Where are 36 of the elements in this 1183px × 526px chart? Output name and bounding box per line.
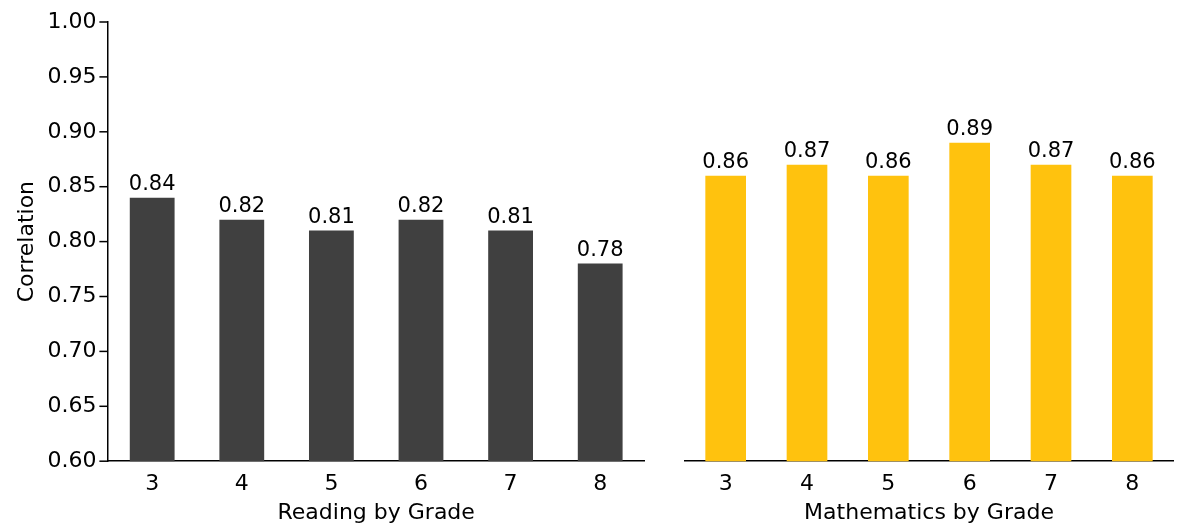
x-tick-label: 8 [593, 470, 608, 496]
y-tick-label: 0.70 [47, 337, 97, 363]
x-tick-label: 3 [145, 470, 160, 496]
x-tick-label: 4 [800, 470, 814, 496]
x-tick-label: 6 [962, 470, 977, 496]
data-label: 0.86 [1108, 148, 1156, 173]
y-tick-label: 1.00 [47, 7, 97, 33]
y-tick-label: 0.85 [47, 172, 97, 198]
y-tick-label: 0.75 [47, 282, 97, 308]
x-tick-label: 8 [1125, 470, 1140, 496]
y-axis-title: Correlation [12, 180, 38, 303]
y-tick-label: 0.95 [47, 62, 97, 88]
y-tick-label: 0.65 [47, 392, 97, 418]
x-axis-title: Reading by Grade [277, 498, 475, 524]
data-label: 0.81 [308, 203, 355, 228]
x-axis-title: Mathematics by Grade [804, 498, 1054, 524]
data-label: 0.82 [397, 192, 445, 217]
data-label: 0.81 [487, 203, 534, 228]
data-label: 0.86 [702, 148, 750, 173]
x-tick-label: 3 [718, 470, 733, 496]
x-tick-label: 7 [1044, 470, 1058, 496]
x-tick-label: 5 [324, 470, 339, 496]
x-tick-label: 6 [413, 470, 428, 496]
data-label: 0.87 [1027, 137, 1075, 162]
data-label: 0.78 [576, 236, 624, 261]
data-label: 0.89 [946, 115, 994, 140]
y-tick-label: 0.80 [47, 227, 97, 253]
data-label: 0.87 [783, 137, 831, 162]
y-tick-label: 0.90 [47, 117, 97, 143]
x-tick-label: 4 [234, 470, 249, 496]
data-label: 0.84 [128, 170, 176, 195]
x-tick-label: 7 [503, 470, 518, 496]
data-label: 0.82 [218, 192, 266, 217]
x-tick-label: 5 [881, 470, 896, 496]
y-tick-label: 0.60 [47, 446, 97, 472]
data-label: 0.86 [864, 148, 912, 173]
